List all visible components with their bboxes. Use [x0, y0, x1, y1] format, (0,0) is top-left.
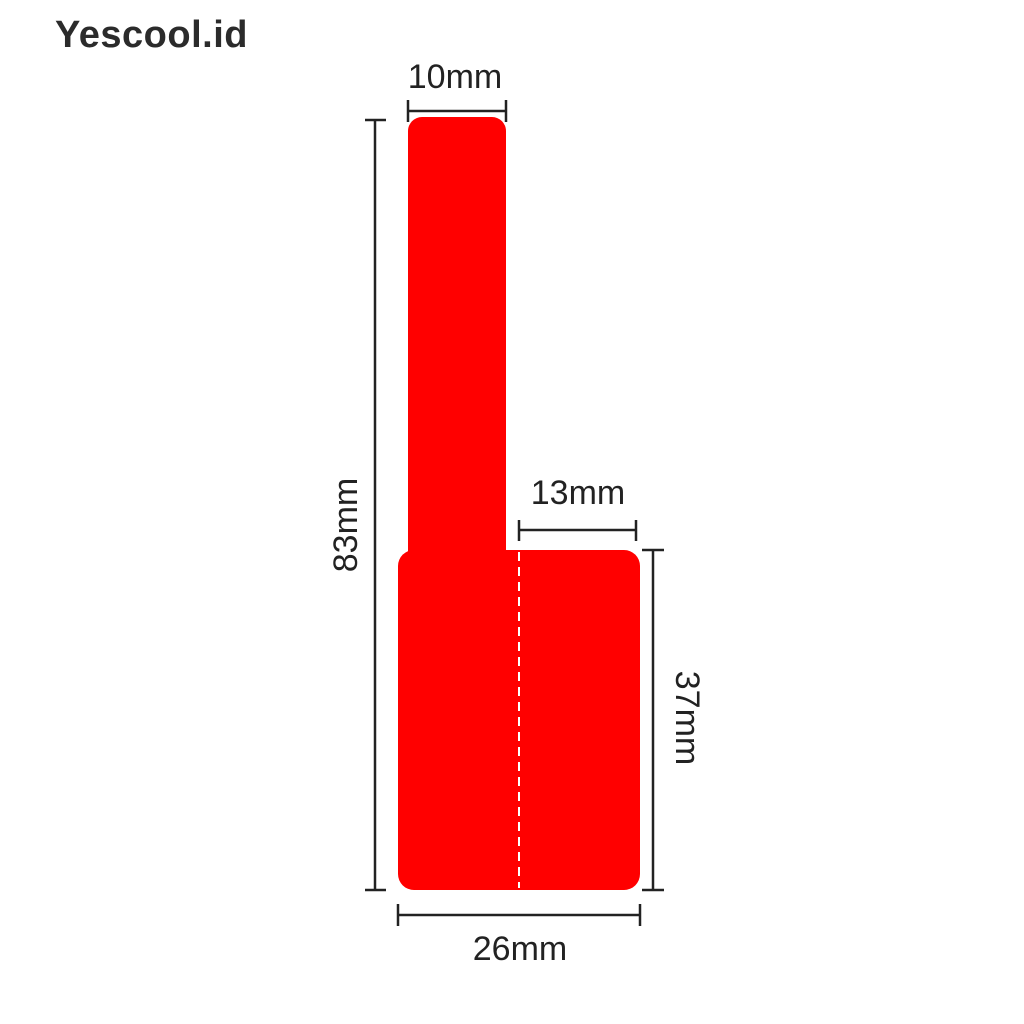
red-label-shape	[398, 117, 640, 890]
dim-stem-width: 10mm	[406, 58, 508, 122]
dim-label-total-width: 26mm	[473, 930, 567, 968]
dim-label-total-height: 83mm	[327, 478, 365, 572]
dim-total-width: 26mm	[396, 904, 642, 968]
dim-body-height: 37mm	[642, 548, 706, 892]
dim-label-flap-width: 13mm	[531, 474, 625, 512]
dim-flap-width: 13mm	[517, 474, 638, 541]
label-stem	[408, 117, 506, 577]
watermark-logo: Yescool.id	[55, 14, 248, 56]
dim-label-body-height: 37mm	[668, 671, 706, 765]
dim-total-height: 83mm	[327, 118, 386, 892]
dim-label-stem-width: 10mm	[408, 58, 502, 96]
